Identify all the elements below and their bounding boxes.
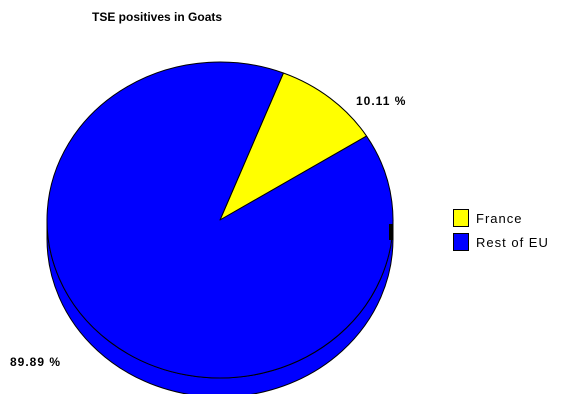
legend-label-rest-of-eu: Rest of EU bbox=[476, 235, 549, 250]
data-label-france: 10.11 % bbox=[356, 94, 407, 108]
legend-label-france: France bbox=[476, 211, 523, 226]
data-label-rest-of-eu: 89.89 % bbox=[10, 355, 62, 369]
legend-swatch-rest-of-eu bbox=[453, 233, 469, 251]
legend-swatch-france bbox=[453, 209, 469, 227]
pie-slice-france bbox=[219, 72, 368, 221]
chart-title: TSE positives in Goats bbox=[92, 10, 223, 24]
pie-side-mark bbox=[389, 224, 393, 240]
pie-top bbox=[46, 61, 394, 379]
pie-slice-rest-of-eu bbox=[46, 61, 394, 379]
